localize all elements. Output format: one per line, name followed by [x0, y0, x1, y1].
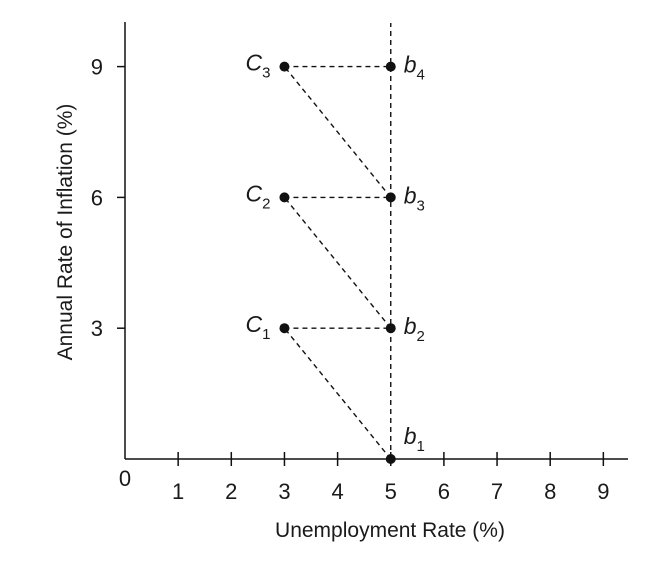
dashed-segment-b1-C1	[283, 327, 392, 460]
point-b4	[385, 61, 396, 72]
point-label-b3: b3	[404, 182, 425, 214]
point-C1	[279, 323, 290, 334]
x-tick-label-2: 2	[225, 479, 237, 504]
point-b1	[385, 454, 396, 464]
point-label-C3: C3	[245, 50, 270, 82]
y-axis-title: Annual Rate of Inflation (%)	[54, 104, 77, 361]
x-tick-label-8: 8	[544, 479, 556, 504]
x-tick-label-7: 7	[491, 479, 503, 504]
y-tick-label-3: 3	[91, 316, 103, 341]
point-C2	[279, 192, 290, 203]
point-label-b2: b2	[404, 313, 425, 345]
point-C3	[279, 61, 290, 72]
x-tick-label-1: 1	[172, 479, 184, 504]
dashed-segment-b2-C2	[283, 196, 392, 329]
point-label-C1: C1	[245, 311, 270, 343]
x-tick-label-3: 3	[278, 479, 290, 504]
point-label-C2: C2	[245, 180, 270, 212]
points-layer: b1 C1 b2 C2 b3 C3 b4	[245, 50, 425, 464]
point-label-b1: b1	[404, 423, 425, 455]
y-tick-label-9: 9	[91, 55, 103, 80]
point-b3	[385, 192, 396, 203]
y-tick-label-6: 6	[91, 185, 103, 210]
point-b2	[385, 323, 396, 334]
axes-layer	[124, 22, 628, 460]
dashed-lines-layer	[283, 23, 392, 460]
x-tick-label-6: 6	[438, 479, 450, 504]
ticks-layer: 1 2 3 4 5 6 7 8 9 3 6 9	[91, 55, 610, 504]
x-tick-label-5: 5	[385, 479, 397, 504]
point-label-b4: b4	[404, 52, 425, 84]
origin-label: 0	[119, 466, 131, 491]
x-tick-label-9: 9	[597, 479, 609, 504]
dashed-segment-b3-C3	[283, 66, 392, 198]
x-tick-label-4: 4	[331, 479, 343, 504]
x-axis-title: Unemployment Rate (%)	[275, 519, 505, 542]
